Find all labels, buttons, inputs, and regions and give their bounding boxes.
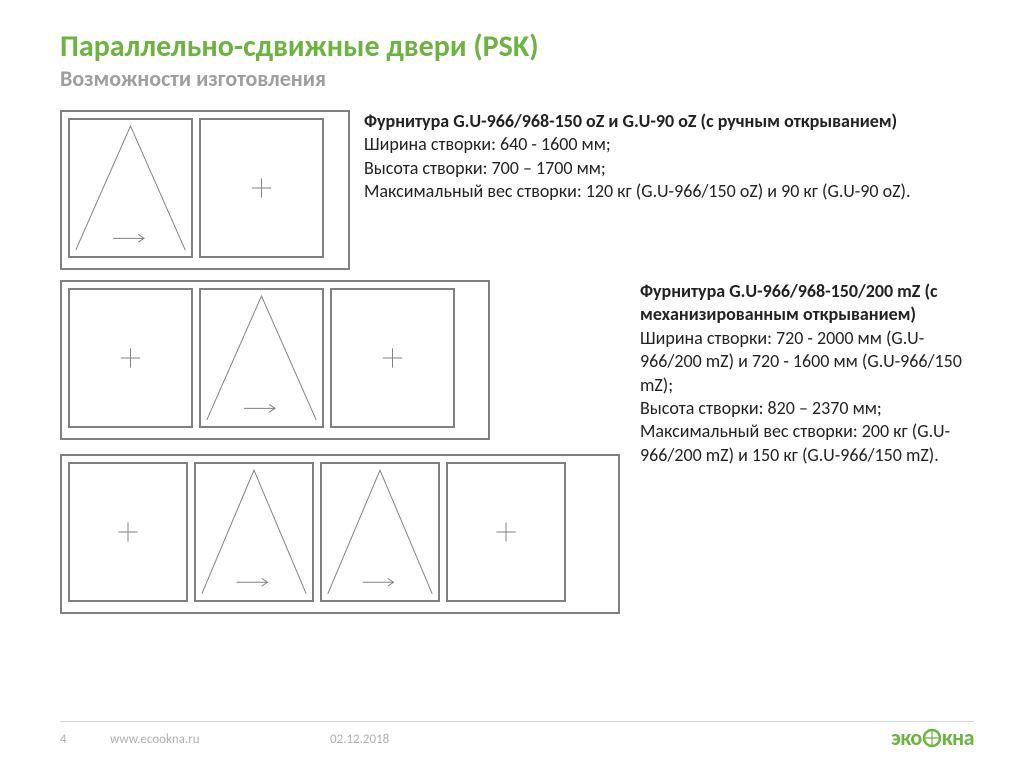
- window-frame: [60, 110, 350, 270]
- window-pane: [446, 462, 566, 602]
- window-frame: [60, 454, 620, 614]
- block1-l1: Ширина створки: 640 - 1600 мм;: [364, 133, 611, 155]
- window-pane: [194, 462, 314, 602]
- page-subtitle: Возможности изготовления: [60, 65, 974, 92]
- window-pane: [68, 118, 193, 258]
- diagram-1: [60, 110, 350, 270]
- window-pane: [320, 462, 440, 602]
- row-2: Фурнитура G.U-966/968-150/200 mZ (с меха…: [60, 280, 974, 614]
- block2-text: Фурнитура G.U-966/968-150/200 mZ (с меха…: [620, 280, 974, 467]
- footer-url: www.ecookna.ru: [110, 732, 330, 747]
- block1-heading: Фурнитура G.U-966/968-150 oZ и G.U-90 oZ…: [364, 110, 897, 132]
- window-pane: [330, 288, 455, 428]
- footer: 4 www.ecookna.ru 02.12.2018 экокна: [60, 721, 974, 747]
- block2-l1: Ширина створки: 720 - 2000 мм (G.U-966/2…: [640, 327, 962, 396]
- block2-heading: Фурнитура G.U-966/968-150/200 mZ (с меха…: [640, 280, 938, 325]
- diagram-2: [60, 280, 620, 440]
- window-frame: [60, 280, 490, 440]
- block1-l3: Максимальный вес створки: 120 кг (G.U-96…: [364, 180, 911, 202]
- page-number: 4: [60, 732, 110, 747]
- block1-l2: Высота створки: 700 – 1700 мм;: [364, 157, 606, 179]
- logo-left: эко: [891, 724, 921, 751]
- window-pane: [68, 288, 193, 428]
- block2-l3: Максимальный вес створки: 200 кг (G.U-96…: [640, 420, 950, 465]
- block2-l2: Высота створки: 820 – 2370 мм;: [640, 397, 882, 419]
- window-pane: [199, 118, 324, 258]
- logo-right: кна: [942, 724, 974, 751]
- row-1: Фурнитура G.U-966/968-150 oZ и G.U-90 oZ…: [60, 110, 974, 270]
- block1-text: Фурнитура G.U-966/968-150 oZ и G.U-90 oZ…: [350, 110, 974, 204]
- diagram-3: [60, 454, 620, 614]
- window-pane: [68, 462, 188, 602]
- footer-date: 02.12.2018: [330, 732, 389, 747]
- window-pane: [199, 288, 324, 428]
- page-title: Параллельно-сдвижные двери (PSK): [60, 30, 974, 63]
- logo: экокна: [891, 724, 974, 751]
